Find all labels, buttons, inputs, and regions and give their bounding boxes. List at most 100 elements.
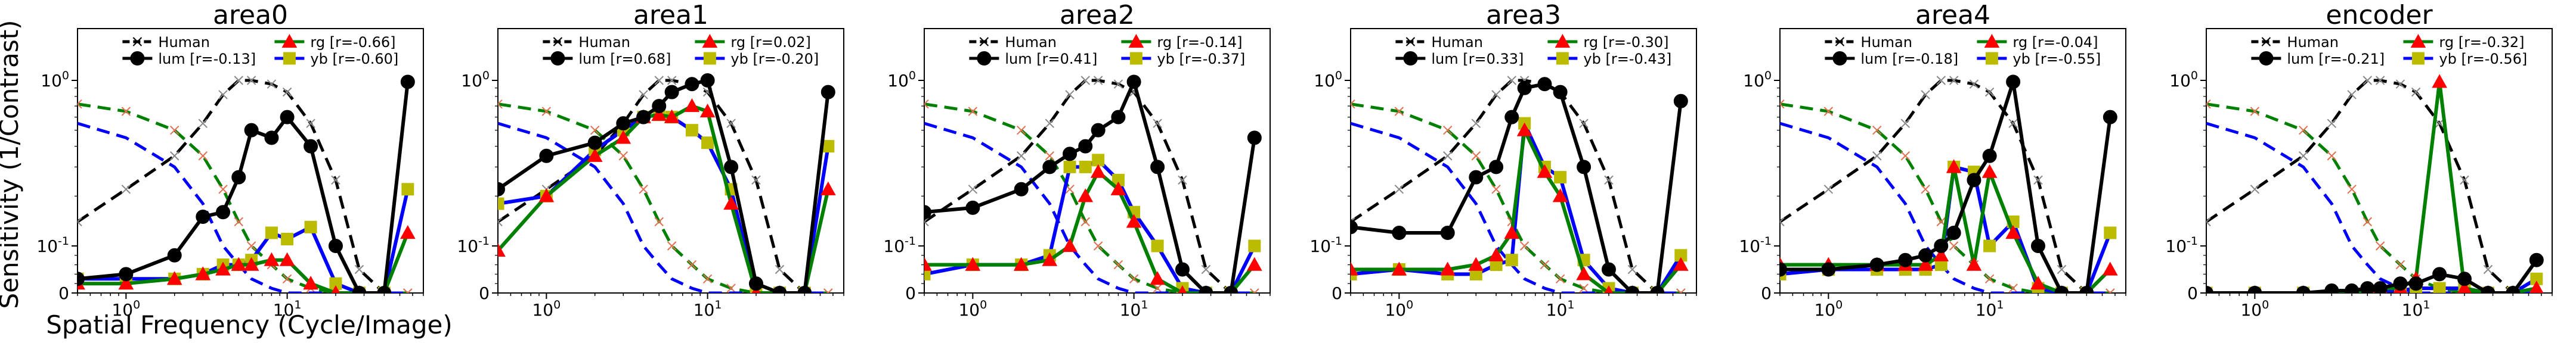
legend-swatch-marker — [553, 37, 563, 46]
plot-area — [498, 73, 836, 293]
series-lum-point — [797, 286, 812, 293]
legend-lum: lum [r=0.41] — [969, 51, 1097, 67]
series-rg-point — [2529, 280, 2544, 293]
y-tick-label: 100 — [1743, 69, 1772, 91]
series-rg-point — [303, 276, 318, 290]
series-rg-point — [699, 103, 716, 118]
human-rg-marker — [924, 99, 929, 109]
chart-title: area3 — [1486, 0, 1561, 30]
series-lum-point — [1577, 160, 1592, 174]
series-lum-point — [400, 74, 415, 89]
y-tick-label: 0 — [1332, 283, 1342, 303]
series-yb-point — [1554, 171, 1567, 184]
human-rg-marker — [1351, 99, 1355, 109]
human-lum-marker — [78, 217, 82, 227]
human-lum-marker — [1921, 90, 1930, 99]
human-lum-marker — [2460, 175, 2469, 185]
human-rg-curve — [1780, 102, 2110, 293]
human-rg-marker — [1872, 125, 1882, 135]
series-lum-point — [216, 205, 231, 220]
series-lum-point — [2206, 286, 2213, 293]
human-lum-marker — [1627, 264, 1637, 275]
y-tick-label: 0 — [1761, 283, 1772, 303]
legend-rg: rg [r=-0.04] — [1977, 33, 2098, 51]
legend-yb: yb [r=-0.43] — [1547, 51, 1671, 67]
series-rg-point — [1918, 257, 1933, 271]
legend-label: yb [r=-0.20] — [730, 51, 819, 67]
human-rg-marker — [1153, 283, 1162, 293]
series-lum-point — [1553, 85, 1568, 99]
series-rg-point — [118, 276, 134, 290]
human-lum-marker — [218, 90, 228, 99]
series-yb-point — [401, 183, 414, 196]
series-lum-point — [78, 272, 85, 286]
series-lum-point — [1601, 262, 1616, 277]
legend-human: Human — [122, 34, 210, 51]
series-lum-point — [1982, 148, 1997, 163]
legend-label: rg [r=0.02] — [730, 34, 810, 51]
human-lum-marker — [234, 76, 243, 85]
human-rg-marker — [1491, 185, 1501, 194]
human-lum-marker — [1579, 119, 1589, 128]
series-rg-point — [1351, 261, 1358, 276]
plot-frame — [497, 28, 844, 294]
human-lum-marker — [2347, 90, 2357, 99]
human-rg-marker — [654, 217, 664, 227]
legend-human: Human — [1395, 34, 1483, 51]
legend-yb: yb [r=-0.20] — [695, 51, 819, 67]
series-rg-point — [1110, 181, 1126, 195]
human-rg-marker — [1555, 274, 1565, 284]
human-lum-marker — [1604, 175, 1614, 185]
series-lum-point — [821, 85, 835, 99]
human-rg-marker — [1017, 125, 1026, 135]
series-lum-point — [2393, 276, 2408, 291]
human-lum-marker — [498, 217, 503, 227]
human-rg-marker — [170, 125, 179, 135]
plot-frame — [2206, 28, 2553, 294]
series-lum-point — [2054, 286, 2069, 293]
series-lum-point — [1780, 262, 1787, 277]
legend-swatch-marker — [979, 37, 989, 46]
legend-label: lum [r=0.41] — [1005, 51, 1097, 67]
human-lum-marker — [2395, 79, 2405, 89]
chart-title: area0 — [213, 0, 288, 30]
human-rg-marker — [1471, 151, 1481, 161]
human-lum-marker — [1969, 79, 1979, 89]
x-tick-label: 101 — [2402, 298, 2431, 320]
series-rg-point — [243, 257, 259, 271]
series-lum-point — [2006, 74, 2021, 89]
series-yb-point — [1505, 254, 1518, 267]
legend-swatch-marker — [1832, 51, 1847, 66]
legend-swatch-marker — [550, 51, 565, 66]
human-lum-curve — [1351, 79, 1681, 293]
human-lum-marker — [1900, 119, 1911, 128]
series-rg-point — [1042, 252, 1058, 266]
legend-swatch-marker — [1405, 37, 1416, 46]
series-lum-point — [1869, 257, 1884, 272]
human-lum-marker — [1080, 76, 1090, 85]
series-rg-point — [2005, 224, 2021, 239]
legend-swatch-marker — [132, 37, 143, 46]
human-lum-marker — [1178, 175, 1187, 185]
series-rg-point — [965, 257, 981, 271]
legend-rg: rg [r=-0.30] — [1547, 33, 1669, 51]
human-lum-marker — [1471, 119, 1481, 128]
series-lum-point — [1111, 110, 1126, 124]
series-yb-point — [685, 124, 698, 137]
human-rg-marker — [2375, 241, 2385, 251]
legend-yb: yb [r=-0.55] — [1977, 51, 2101, 67]
human-lum-marker — [1872, 151, 1882, 161]
human-lum-marker — [924, 217, 929, 227]
legend-swatch-marker — [1984, 33, 2000, 48]
human-lum-marker — [2483, 264, 2493, 275]
series-yb-point — [701, 136, 714, 149]
series-rg-point — [1516, 122, 1532, 136]
legend-label: yb [r=-0.56] — [2439, 51, 2527, 67]
series-lum-point — [119, 267, 134, 282]
human-lum-marker — [1394, 185, 1404, 194]
human-rg-marker — [1900, 151, 1911, 161]
